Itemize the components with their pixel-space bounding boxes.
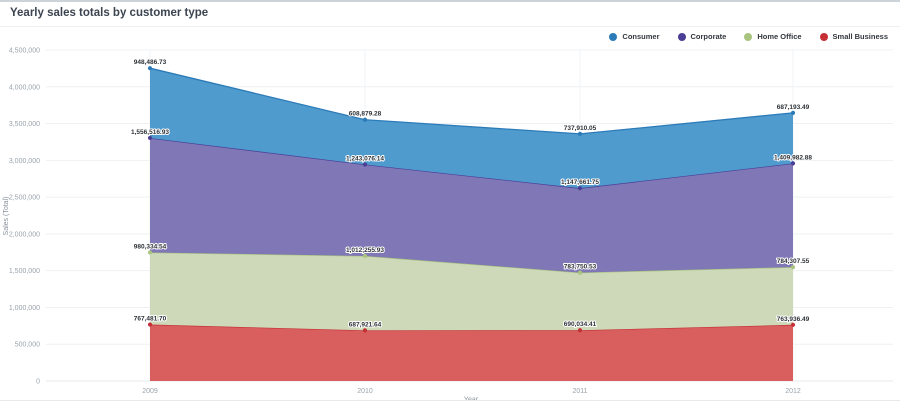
data-label-small-business-2009: 767,481.70 xyxy=(134,316,167,323)
y-tick-label: 2,500,000 xyxy=(9,195,40,202)
x-tick-label-2010: 2010 xyxy=(357,388,373,395)
point-corporate-2009[interactable] xyxy=(147,135,153,141)
data-label-corporate-2010: 1,243,076.14 xyxy=(346,156,384,163)
y-tick-label: 4,000,000 xyxy=(9,84,40,91)
point-consumer-2012[interactable] xyxy=(790,110,796,115)
area-consumer[interactable] xyxy=(150,68,793,189)
point-home-office-2011[interactable] xyxy=(577,270,583,275)
chart-header: Yearly sales totals by customer type xyxy=(0,2,900,27)
page-title: Yearly sales totals by customer type xyxy=(10,7,209,19)
legend-item-small-business[interactable]: Small Business xyxy=(819,32,888,41)
point-small-business-2009[interactable] xyxy=(147,322,153,327)
legend-label-consumer: Consumer xyxy=(622,32,660,41)
data-label-corporate-2011: 1,147,661.75 xyxy=(561,179,599,186)
point-corporate-2012[interactable] xyxy=(790,161,796,166)
data-label-small-business-2011: 690,034.41 xyxy=(564,321,597,328)
data-label-home-office-2009: 980,334.54 xyxy=(134,243,167,250)
y-tick-label: 3,000,000 xyxy=(9,158,40,165)
legend-swatch-corporate xyxy=(677,32,686,41)
legend-label-small-business: Small Business xyxy=(832,32,888,41)
data-label-small-business-2010: 687,921.64 xyxy=(349,321,382,328)
point-corporate-2011[interactable] xyxy=(577,186,583,191)
legend-label-corporate: Corporate xyxy=(690,32,727,41)
y-tick-label: 1,000,000 xyxy=(9,305,40,312)
point-consumer-2011[interactable] xyxy=(577,131,583,137)
y-tick-label: 4,500,000 xyxy=(9,48,40,55)
point-small-business-2010[interactable] xyxy=(362,328,368,333)
y-tick-label: 3,500,000 xyxy=(9,121,40,128)
area-home-office[interactable] xyxy=(150,252,793,331)
y-tick-label: 1,500,000 xyxy=(9,268,40,275)
data-label-small-business-2012: 763,936.49 xyxy=(777,316,810,323)
data-label-home-office-2011: 783,750.53 xyxy=(564,264,597,271)
data-label-consumer-2012: 687,193.49 xyxy=(777,104,810,111)
y-tick-label: 2,000,000 xyxy=(9,231,40,238)
y-axis-title: Sales (Total) xyxy=(3,197,10,236)
point-home-office-2012[interactable] xyxy=(790,265,796,270)
line-consumer xyxy=(149,67,794,135)
data-label-home-office-2010: 1,012,255.93 xyxy=(346,247,384,254)
y-tick-label: 0 xyxy=(36,379,40,386)
data-label-consumer-2010: 608,879.28 xyxy=(349,111,382,118)
point-corporate-2010[interactable] xyxy=(362,162,368,167)
legend-swatch-small-business xyxy=(819,32,828,41)
point-small-business-2011[interactable] xyxy=(577,328,583,333)
legend: Consumer Corporate Home Office Small Bus… xyxy=(609,32,888,41)
legend-item-consumer[interactable]: Consumer xyxy=(609,32,660,41)
data-label-corporate-2009: 1,556,516.93 xyxy=(131,129,169,136)
area-corporate[interactable] xyxy=(150,137,793,273)
x-axis-title: Year xyxy=(464,397,479,401)
data-label-consumer-2009: 948,486.73 xyxy=(134,59,167,66)
legend-label-home-office: Home Office xyxy=(757,32,802,41)
legend-swatch-home-office xyxy=(744,32,753,41)
x-tick-label-2009: 2009 xyxy=(142,388,158,395)
point-consumer-2010[interactable] xyxy=(362,117,368,122)
area-small-business[interactable] xyxy=(150,324,793,381)
x-tick-label-2011: 2011 xyxy=(572,388,587,395)
point-home-office-2009[interactable] xyxy=(147,250,153,255)
point-consumer-2009[interactable] xyxy=(147,66,153,71)
data-label-consumer-2011: 737,910.05 xyxy=(564,125,597,132)
legend-swatch-consumer xyxy=(609,32,618,41)
data-label-home-office-2012: 784,307.55 xyxy=(777,258,810,265)
legend-item-corporate[interactable]: Corporate xyxy=(677,32,727,41)
legend-item-home-office[interactable]: Home Office xyxy=(744,32,802,41)
y-tick-label: 500,000 xyxy=(15,342,40,349)
point-home-office-2010[interactable] xyxy=(362,253,368,259)
data-label-corporate-2012: 1,409,982.88 xyxy=(774,154,812,161)
point-small-business-2012[interactable] xyxy=(790,322,796,327)
x-tick-label-2012: 2012 xyxy=(785,388,801,395)
